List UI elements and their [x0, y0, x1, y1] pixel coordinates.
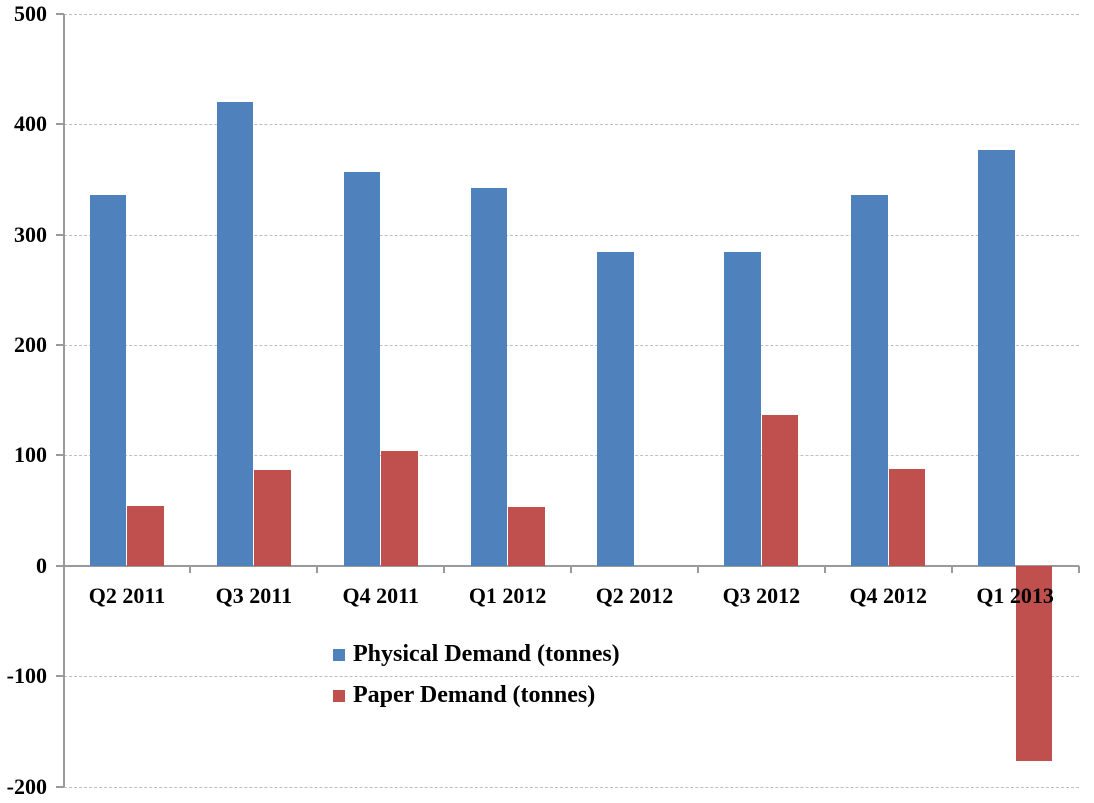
y-axis-label-100: 100	[14, 442, 47, 468]
legend-item-physical-demand: Physical Demand (tonnes)	[333, 634, 620, 675]
x-axis-label-q3-2011: Q3 2011	[215, 583, 293, 608]
x-axis-label-q2-2012: Q2 2012	[595, 583, 674, 608]
x-tick-5	[696, 565, 699, 573]
bar-physical-demand-tonnes-q4-2011	[343, 171, 381, 566]
y-tick-0	[55, 564, 64, 567]
x-tick-0	[62, 565, 65, 573]
y-tick-400	[55, 123, 64, 126]
y-tick--200	[55, 785, 64, 788]
bar-paper-demand-tonnes-q3-2011	[254, 469, 291, 566]
bar-physical-demand-tonnes-q3-2011	[216, 102, 254, 566]
y-axis-label-300: 300	[14, 221, 47, 247]
x-tick-6	[823, 565, 826, 573]
x-axis-label-q4-2012: Q4 2012	[849, 583, 928, 608]
y-axis-label--200: -200	[6, 773, 47, 799]
y-axis-label-400: 400	[14, 111, 47, 137]
x-axis-label-q1-2013: Q1 2013	[976, 583, 1054, 608]
bar-paper-demand-tonnes-q4-2011	[381, 451, 418, 566]
bar-paper-demand-tonnes-q3-2012	[761, 414, 799, 566]
gridline--200	[63, 786, 1079, 788]
x-axis-label-q4-2011: Q4 2011	[342, 583, 419, 608]
gridline--100	[63, 676, 1079, 678]
bar-physical-demand-tonnes-q1-2012	[470, 188, 508, 566]
y-tick-500	[55, 13, 64, 15]
gridline-500	[63, 14, 1079, 15]
gridline-300	[63, 234, 1079, 236]
y-axis-label-0: 0	[36, 552, 47, 578]
x-axis-label-q2-2011: Q2 2011	[88, 583, 166, 608]
bar-physical-demand-tonnes-q2-2011	[89, 194, 127, 566]
legend-label-paper-demand: Paper Demand (tonnes)	[353, 682, 596, 708]
y-tick-300	[55, 233, 64, 236]
bar-paper-demand-tonnes-q1-2013	[1015, 565, 1053, 762]
y-axis-label-500: 500	[14, 1, 47, 26]
x-tick-4	[570, 565, 572, 573]
bar-physical-demand-tonnes-q3-2012	[724, 252, 761, 566]
bar-paper-demand-tonnes-q4-2012	[888, 468, 926, 566]
y-tick--100	[55, 675, 64, 678]
bar-physical-demand-tonnes-q4-2012	[851, 194, 888, 566]
x-tick-2	[316, 565, 319, 573]
y-tick-100	[55, 454, 64, 457]
bar-paper-demand-tonnes-q1-2012	[508, 507, 545, 566]
x-tick-3	[443, 565, 446, 573]
bar-physical-demand-tonnes-q1-2013	[978, 149, 1015, 566]
gridline-200	[63, 345, 1079, 347]
legend-swatch-physical-demand	[333, 648, 345, 661]
x-tick-1	[189, 565, 192, 573]
x-tick-7	[950, 565, 953, 573]
bar-paper-demand-tonnes-q2-2011	[127, 506, 164, 566]
gridline-400	[63, 124, 1079, 126]
y-axis-line	[62, 14, 65, 787]
legend-label-physical-demand: Physical Demand (tonnes)	[353, 641, 620, 667]
x-axis-label-q1-2012: Q1 2012	[468, 583, 547, 608]
y-axis-label-200: 200	[14, 332, 47, 358]
legend-swatch-paper-demand	[333, 689, 345, 702]
y-tick-200	[55, 344, 64, 347]
x-axis-label-q3-2012: Q3 2012	[722, 583, 801, 608]
legend: Physical Demand (tonnes) Paper Demand (t…	[333, 634, 620, 716]
bar-physical-demand-tonnes-q2-2012	[597, 252, 634, 566]
legend-item-paper-demand: Paper Demand (tonnes)	[333, 675, 620, 716]
gridline-100	[63, 455, 1079, 457]
x-tick-8	[1077, 565, 1080, 573]
y-axis-label--100: -100	[6, 663, 47, 689]
